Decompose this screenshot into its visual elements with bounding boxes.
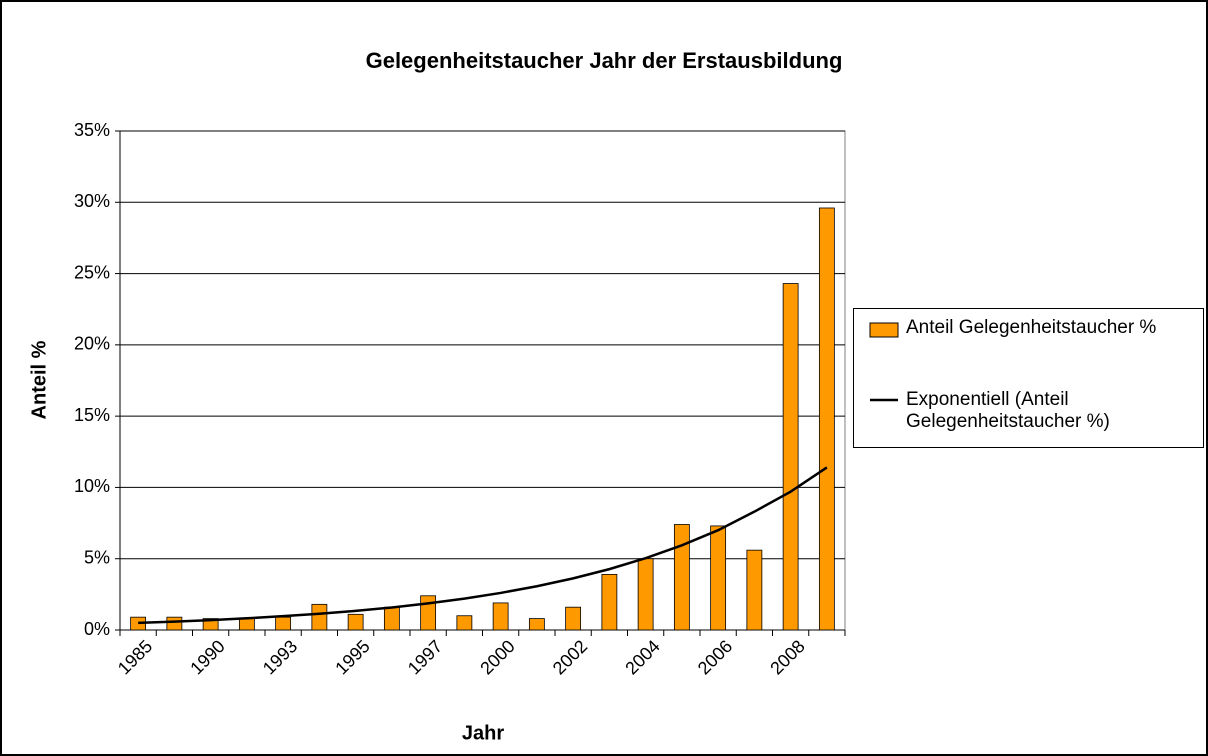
bar — [673, 524, 690, 631]
bar — [202, 618, 219, 631]
trend-line — [138, 466, 828, 625]
legend-swatch — [870, 398, 898, 402]
y-tick-label: 0% — [84, 619, 110, 639]
y-tick-label: 25% — [74, 262, 110, 282]
y-tick-label: 20% — [74, 334, 110, 354]
bar — [456, 615, 473, 631]
y-axis-label: Anteil % — [28, 340, 50, 419]
bar — [420, 595, 437, 631]
bar — [565, 606, 582, 631]
bar — [275, 616, 292, 631]
swatch-rect — [869, 322, 899, 338]
bar — [710, 525, 727, 631]
y-tick-label: 15% — [74, 405, 110, 425]
legend-item: Anteil Gelegenheitstaucher % — [869, 317, 1201, 339]
legend-item: Exponentiell (Anteil Gelegenheitstaucher… — [870, 389, 1201, 433]
legend-label: Exponentiell (Anteil Gelegenheitstaucher… — [906, 389, 1110, 432]
y-tick-label: 10% — [74, 476, 110, 496]
bar — [818, 207, 835, 631]
bar — [166, 616, 183, 631]
plot-area — [119, 130, 846, 631]
bar — [746, 549, 763, 631]
bar — [347, 613, 364, 631]
y-tick-label: 5% — [84, 547, 110, 567]
legend: Anteil Gelegenheitstaucher % Exponentiel… — [853, 308, 1204, 448]
bar — [238, 618, 255, 631]
y-tick-label: 30% — [74, 191, 110, 211]
bar — [383, 606, 400, 631]
bar — [528, 618, 545, 631]
x-axis-label: Jahr — [462, 722, 504, 744]
bar — [782, 283, 799, 631]
bar — [311, 603, 328, 631]
y-tick-label: 35% — [74, 120, 110, 140]
bar — [637, 558, 654, 631]
legend-swatch — [869, 322, 899, 338]
chart-title: Gelegenheitstaucher Jahr der Erstausbild… — [366, 48, 843, 73]
bar — [492, 602, 509, 631]
bar — [601, 573, 618, 631]
legend-label: Anteil Gelegenheitstaucher % — [906, 317, 1157, 338]
